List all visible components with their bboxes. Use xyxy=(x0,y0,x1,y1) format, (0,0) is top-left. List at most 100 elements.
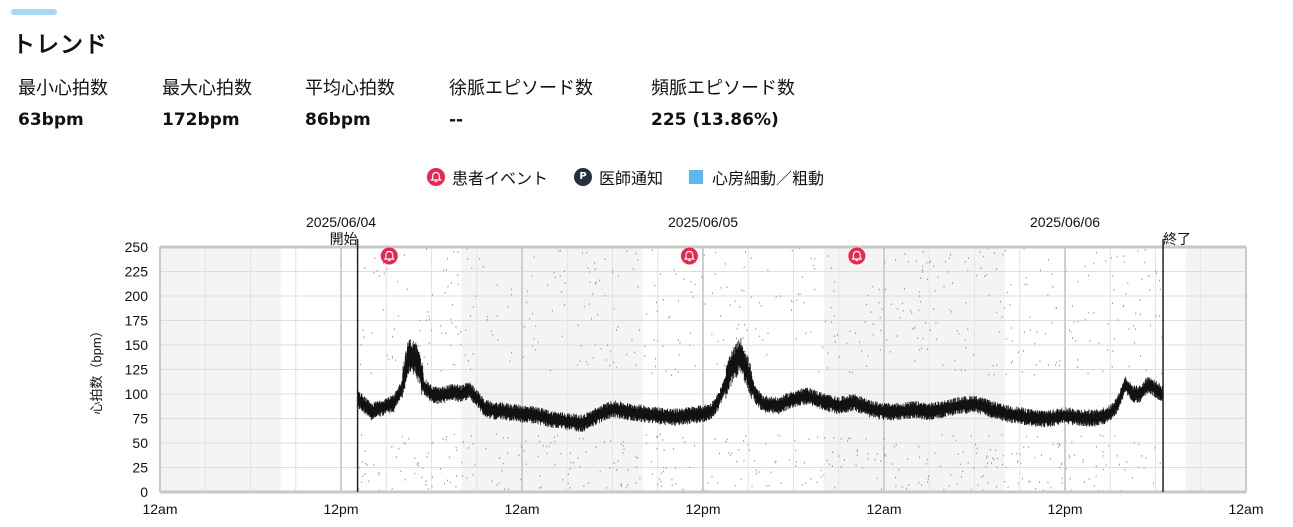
hr-noise-point xyxy=(526,290,528,293)
hr-noise-point xyxy=(911,327,913,330)
hr-noise-point xyxy=(984,275,986,278)
hr-noise-point xyxy=(907,458,909,461)
hr-noise-point xyxy=(588,482,590,484)
hr-noise-point xyxy=(1020,462,1022,465)
hr-noise-point xyxy=(743,266,745,268)
hr-noise-point xyxy=(440,325,442,327)
hr-noise-point xyxy=(1061,482,1063,484)
hr-noise-point xyxy=(577,457,579,459)
hr-noise-point xyxy=(659,433,661,436)
hr-noise-point xyxy=(361,434,363,436)
hr-noise-point xyxy=(539,440,541,443)
hr-noise-point xyxy=(876,453,878,455)
hr-noise-point xyxy=(775,460,777,463)
hr-noise-point xyxy=(464,354,466,357)
legend-label: 医師通知 xyxy=(599,169,664,188)
hr-noise-point xyxy=(1138,466,1140,469)
hr-noise-point xyxy=(1103,468,1105,471)
hr-noise-point xyxy=(1069,456,1071,459)
hr-noise-point xyxy=(959,463,961,466)
hr-noise-point xyxy=(398,447,400,450)
hr-noise-point xyxy=(985,466,987,468)
hr-noise-point xyxy=(990,449,992,451)
bell-shape xyxy=(851,250,863,260)
hr-noise-point xyxy=(867,294,869,297)
hr-noise-point xyxy=(814,288,816,291)
hr-noise-point xyxy=(1159,315,1161,317)
hr-noise-point xyxy=(1111,302,1113,305)
hr-noise-point xyxy=(506,452,508,455)
hr-noise-point xyxy=(1070,331,1072,333)
hr-noise-point xyxy=(656,301,658,304)
hr-noise-point xyxy=(744,350,746,353)
stat-tachycardia-episodes: 頻脈エピソード数 225 (13.86%) xyxy=(651,74,795,130)
hr-noise-point xyxy=(1055,307,1057,310)
hr-noise-point xyxy=(1034,456,1036,459)
hr-noise-point xyxy=(714,273,716,275)
hr-noise-point xyxy=(1140,355,1142,357)
hr-noise-point xyxy=(455,326,457,328)
hr-noise-point xyxy=(694,444,696,447)
legend-patient-event[interactable]: 患者イベント xyxy=(427,165,548,189)
hr-noise-point xyxy=(866,365,868,368)
hr-noise-point xyxy=(1059,360,1061,362)
hr-noise-point xyxy=(766,484,768,487)
bell-clapper xyxy=(855,259,859,262)
hr-noise-point xyxy=(885,454,887,457)
hr-noise-point xyxy=(620,483,622,485)
hr-noise-point xyxy=(545,445,547,448)
hr-noise-point xyxy=(1069,477,1071,480)
hr-noise-point xyxy=(929,329,931,331)
hr-noise-point xyxy=(833,290,835,292)
hr-noise-point xyxy=(754,459,756,462)
hr-noise-point xyxy=(832,451,834,453)
hr-noise-point xyxy=(1002,253,1004,256)
hr-noise-point xyxy=(382,309,384,311)
y-tick-label: 50 xyxy=(132,435,148,451)
hr-noise-point xyxy=(979,251,981,253)
hr-noise-point xyxy=(1073,321,1075,323)
hr-noise-point xyxy=(904,253,906,255)
hr-noise-point xyxy=(925,321,927,324)
hr-noise-point xyxy=(461,461,463,464)
hr-noise-point xyxy=(646,312,648,315)
hr-noise-point xyxy=(366,464,368,466)
hr-noise-point xyxy=(921,484,923,486)
hr-noise-point xyxy=(895,258,897,261)
hr-noise-point xyxy=(654,284,656,287)
hr-noise-point xyxy=(677,300,679,302)
hr-noise-point xyxy=(704,303,706,305)
hr-noise-point xyxy=(997,457,999,460)
hr-noise-point xyxy=(1082,461,1084,463)
hr-noise-point xyxy=(655,358,657,360)
hr-noise-point xyxy=(1093,485,1095,487)
hr-noise-point xyxy=(677,371,679,373)
hr-noise-point xyxy=(474,464,476,467)
hr-noise-point xyxy=(472,442,474,445)
stat-value: 86bpm xyxy=(305,110,371,130)
hr-noise-point xyxy=(770,471,772,474)
hr-noise-point xyxy=(866,303,868,306)
hr-noise-point xyxy=(1127,282,1129,285)
hr-noise-point xyxy=(833,437,835,439)
hr-noise-point xyxy=(453,433,455,436)
hr-noise-point xyxy=(826,459,828,462)
hr-noise-point xyxy=(880,488,882,491)
bell-shape xyxy=(684,250,695,260)
hr-noise-point xyxy=(1099,434,1101,436)
hr-noise-point xyxy=(1017,351,1019,354)
hr-noise-point xyxy=(1033,373,1035,376)
hr-noise-point xyxy=(447,285,449,288)
hr-noise-point xyxy=(834,341,836,343)
hr-noise-point xyxy=(980,267,982,269)
hr-noise-point xyxy=(1021,370,1023,373)
hr-noise-point xyxy=(840,465,842,468)
hr-noise-point xyxy=(726,438,728,441)
hr-noise-point xyxy=(439,468,441,470)
hr-noise-point xyxy=(418,462,420,464)
legend-af[interactable]: 心房細動／粗動 xyxy=(689,165,824,189)
hr-noise-point xyxy=(958,332,960,335)
legend-doctor-notice[interactable]: P 医師通知 xyxy=(574,165,663,189)
hr-noise-point xyxy=(1044,332,1046,335)
hr-noise-point xyxy=(644,345,646,348)
